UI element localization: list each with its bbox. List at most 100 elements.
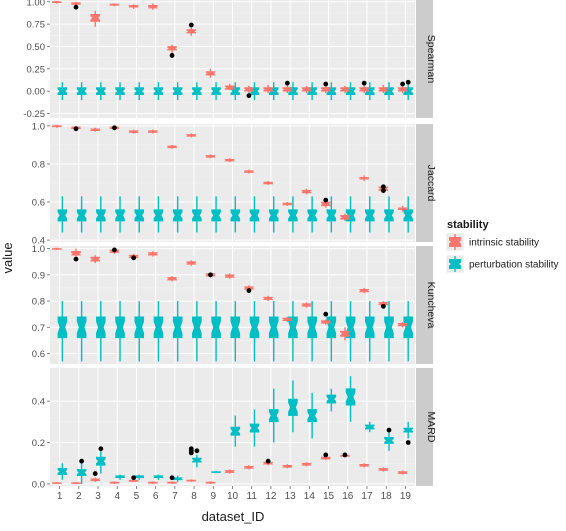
x-tick-label: 12 [265, 491, 277, 502]
box-perturbation-14 [307, 301, 317, 362]
outlier-point [323, 197, 329, 203]
x-tick-label: 10 [227, 491, 239, 502]
box-perturbation-5 [134, 196, 145, 233]
x-tick-label: 4 [114, 491, 120, 502]
box-intrinsic-17 [359, 463, 369, 468]
box-intrinsic-15 [320, 455, 331, 461]
outlier-point [361, 80, 367, 86]
box-perturbation-2 [76, 463, 87, 484]
legend: stability intrinsic stability perturbatio… [445, 219, 559, 274]
box-intrinsic-13 [282, 202, 293, 206]
box-perturbation-9 [211, 82, 221, 101]
box-intrinsic-5 [128, 4, 139, 9]
box-intrinsic-1 [52, 247, 62, 250]
box-intrinsic-17 [359, 287, 369, 294]
box-perturbation-18 [384, 82, 394, 101]
x-tick-label: 11 [247, 491, 258, 502]
y-tick-label: 0.4 [32, 236, 45, 247]
y-tick-label: 1.00 [27, 0, 46, 8]
facet-strip-label: Kuncheva [425, 282, 437, 329]
box-intrinsic-18 [378, 467, 389, 472]
box-intrinsic-3 [90, 10, 101, 27]
box-intrinsic-14 [301, 462, 312, 467]
box-intrinsic-11 [244, 465, 254, 470]
box-perturbation-2 [76, 301, 87, 362]
box-perturbation-2 [76, 196, 87, 233]
x-tick-label: 18 [381, 491, 393, 502]
y-tick-label: 0.7 [32, 323, 45, 334]
box-intrinsic-10 [224, 84, 235, 91]
box-perturbation-7 [172, 196, 183, 233]
y-tick-label: 0.25 [27, 64, 46, 75]
box-perturbation-6 [153, 301, 164, 362]
outlier-point [284, 80, 290, 86]
outlier-point [131, 255, 137, 261]
outlier-point [131, 475, 137, 481]
box-perturbation-3 [96, 450, 106, 474]
outlier-point [98, 446, 104, 452]
outlier-point [386, 427, 392, 433]
box-intrinsic-1 [52, 482, 62, 484]
box-perturbation-5 [134, 301, 145, 362]
box-perturbation-11 [249, 301, 260, 362]
box-perturbation-4 [115, 82, 125, 101]
box-intrinsic-8 [186, 133, 197, 138]
box-perturbation-7 [172, 475, 183, 482]
facet-strip-label: MARD [425, 412, 437, 443]
box-perturbation-8 [192, 196, 202, 233]
box-intrinsic-18 [378, 84, 389, 93]
x-tick-label: 5 [134, 491, 140, 502]
box-perturbation-4 [115, 196, 125, 233]
box-intrinsic-15 [320, 319, 331, 325]
y-tick-label: 0.0 [32, 479, 45, 490]
box-intrinsic-14 [301, 302, 312, 308]
outlier-point [188, 22, 194, 28]
box-intrinsic-16 [340, 213, 350, 222]
box-intrinsic-10 [224, 158, 235, 163]
box-perturbation-7 [172, 301, 183, 362]
y-tick-label: -0.25 [23, 109, 45, 120]
box-perturbation-6 [153, 196, 164, 233]
outlier-point [323, 311, 329, 317]
box-intrinsic-17 [359, 84, 369, 93]
y-tick-label: 0.9 [32, 270, 45, 281]
facet-spearman: -0.25 0.00 0.25 0.50 0.75 1.00 Spearman [23, 0, 437, 120]
box-intrinsic-1 [52, 0, 62, 4]
outlier-point [112, 247, 117, 253]
box-perturbation-14 [307, 392, 317, 439]
box-intrinsic-11 [244, 85, 254, 93]
y-tick-label: 0.75 [27, 20, 46, 31]
box-intrinsic-3 [90, 477, 101, 482]
box-intrinsic-3 [90, 127, 101, 132]
x-tick-label: 9 [211, 491, 217, 502]
box-intrinsic-6 [148, 251, 158, 257]
x-tick-label: 17 [361, 491, 373, 502]
outlier-point [246, 288, 252, 293]
facet-strip-label: Spearman [425, 35, 437, 84]
x-axis: 1 2 3 4 5 6 7 8 9 10 11 12 13 14 15 16 17 18 19 [57, 486, 411, 502]
box-perturbation-12 [268, 196, 279, 233]
box-intrinsic-13 [282, 316, 293, 323]
box-perturbation-19 [403, 301, 413, 362]
outlier-point [265, 458, 271, 464]
outlier-point [188, 450, 194, 456]
box-perturbation-16 [345, 376, 356, 422]
box-perturbation-8 [192, 301, 202, 362]
box-intrinsic-13 [282, 464, 293, 469]
box-intrinsic-8 [186, 479, 197, 482]
y-tick-label: 1.0 [32, 244, 45, 255]
box-perturbation-4 [115, 474, 125, 480]
box-perturbation-5 [134, 82, 145, 101]
box-perturbation-10 [230, 301, 241, 362]
outlier-point [169, 53, 175, 58]
box-intrinsic-19 [397, 470, 408, 475]
legend-title: stability [447, 219, 489, 231]
legend-entry-intrinsic: intrinsic stability [445, 232, 539, 252]
box-intrinsic-10 [224, 469, 235, 474]
box-intrinsic-7 [167, 44, 177, 55]
box-perturbation-13 [288, 301, 298, 362]
facet-jaccard: 0.4 0.6 0.8 1.0 Jaccard [32, 121, 437, 246]
box-perturbation-1 [57, 82, 68, 101]
box-perturbation-11 [249, 409, 260, 447]
